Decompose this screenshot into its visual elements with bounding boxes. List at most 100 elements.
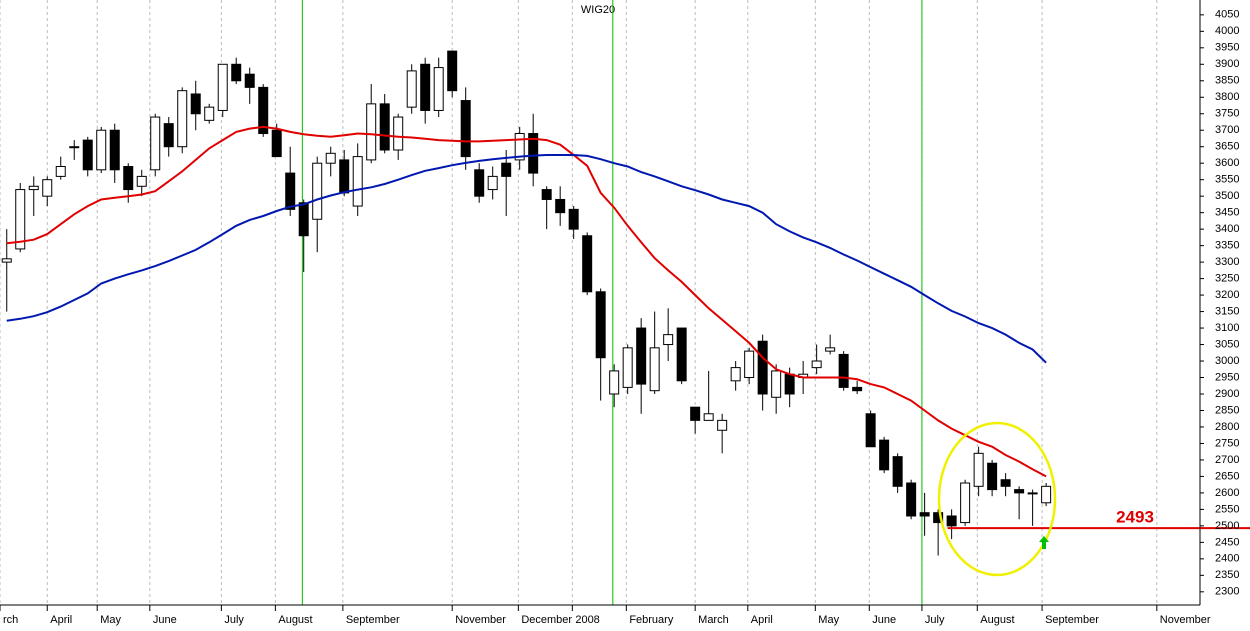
candle-body <box>744 350 755 379</box>
y-tick-label: 3250 <box>1215 273 1239 285</box>
candle-body <box>433 67 444 111</box>
x-tick-label: November <box>1160 614 1211 626</box>
x-tick-label: December <box>521 614 572 626</box>
candle-body <box>163 123 174 148</box>
candle-body <box>42 179 53 197</box>
y-tick-label: 2850 <box>1215 404 1239 416</box>
y-tick-label: 2900 <box>1215 388 1239 400</box>
candle-body <box>150 116 161 171</box>
y-tick-label: 2800 <box>1215 421 1239 433</box>
y-tick-label: 3200 <box>1215 289 1239 301</box>
y-tick-label: 3550 <box>1215 174 1239 186</box>
candle-body <box>514 133 525 161</box>
candle-body <box>838 353 849 388</box>
candle-body <box>582 235 593 293</box>
candle-body <box>96 129 107 171</box>
candle-body <box>15 189 26 250</box>
x-tick-label: August <box>278 614 312 626</box>
grid <box>0 0 1158 605</box>
y-tick-label: 3750 <box>1215 108 1239 120</box>
candle-body <box>379 103 390 151</box>
candle-body <box>649 347 660 392</box>
y-tick-label: 3850 <box>1215 75 1239 87</box>
x-tick-label: September <box>346 614 400 626</box>
candle-body <box>271 129 282 158</box>
candle-body <box>312 162 323 220</box>
candle-body <box>339 159 350 194</box>
candle-body <box>568 208 579 230</box>
candle-body <box>406 70 417 108</box>
y-tick-label: 3800 <box>1215 91 1239 103</box>
candle-body <box>244 73 255 88</box>
candle-body <box>987 462 998 491</box>
y-tick-label: 3000 <box>1215 355 1239 367</box>
candle-body <box>460 100 471 158</box>
candle-body <box>258 86 269 135</box>
y-tick-label: 3100 <box>1215 322 1239 334</box>
candle-body <box>487 175 498 191</box>
y-tick-label: 3600 <box>1215 157 1239 169</box>
candle-body <box>622 347 633 388</box>
x-tick-label: March <box>698 614 729 626</box>
x-tick-label: July <box>925 614 945 626</box>
x-tick-label: June <box>872 614 896 626</box>
x-tick-label: 2008 <box>575 614 599 626</box>
arrow-icon <box>1039 536 1049 549</box>
x-tick-label: August <box>980 614 1014 626</box>
candle-body <box>55 165 66 177</box>
candle-body <box>1027 492 1038 495</box>
x-tick-label: rch <box>3 614 18 626</box>
candle-body <box>231 63 242 82</box>
candle-body <box>285 172 296 210</box>
candle-body <box>28 185 39 191</box>
candle-body <box>393 116 404 151</box>
y-tick-label: 2700 <box>1215 454 1239 466</box>
x-tick-label: September <box>1045 614 1099 626</box>
candle-body <box>501 162 512 177</box>
candle-body <box>757 340 768 395</box>
candle-body <box>960 482 971 524</box>
candle-body <box>528 133 539 174</box>
candle-body <box>1 258 12 263</box>
candle-body <box>325 152 336 164</box>
y-tick-label: 3900 <box>1215 58 1239 70</box>
candle-body <box>663 334 674 346</box>
candle-body <box>852 386 863 392</box>
x-tick-label: April <box>751 614 773 626</box>
y-tick-label: 3500 <box>1215 190 1239 202</box>
candle-body <box>474 169 485 197</box>
y-tick-label: 3650 <box>1215 141 1239 153</box>
y-tick-label: 2300 <box>1215 586 1239 598</box>
x-tick-label: November <box>455 614 506 626</box>
chart-title: WIG20 <box>581 4 615 16</box>
candle-body <box>366 103 377 161</box>
level-label: 2493 <box>1116 508 1154 527</box>
candle-body <box>906 482 917 517</box>
candle-body <box>136 175 147 187</box>
candle-body <box>1000 479 1011 487</box>
y-tick-label: 3300 <box>1215 256 1239 268</box>
y-tick-label: 2550 <box>1215 503 1239 515</box>
candle-body <box>447 50 458 92</box>
candle-body <box>420 63 431 111</box>
candle-body <box>946 515 957 527</box>
y-tick-label: 3950 <box>1215 42 1239 54</box>
y-tick-label: 2600 <box>1215 487 1239 499</box>
candle-body <box>595 291 606 359</box>
x-tick-label: June <box>153 614 177 626</box>
candle-body <box>879 439 890 471</box>
candle-body <box>82 139 93 171</box>
x-tick-label: April <box>50 614 72 626</box>
candle-body <box>771 370 782 398</box>
candle-body <box>703 413 714 421</box>
y-tick-label: 2400 <box>1215 553 1239 565</box>
y-tick-label: 4000 <box>1215 25 1239 37</box>
y-tick-label: 2450 <box>1215 536 1239 548</box>
candle-body <box>541 189 552 200</box>
candle-body <box>933 512 944 524</box>
candle-body <box>919 512 930 517</box>
candle-body <box>730 367 741 382</box>
candle-body <box>217 63 228 111</box>
moving-average <box>6 125 1047 478</box>
